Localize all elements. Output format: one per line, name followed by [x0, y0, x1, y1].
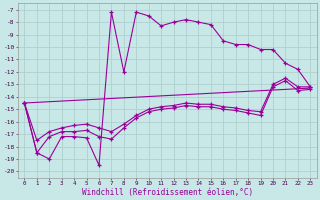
X-axis label: Windchill (Refroidissement éolien,°C): Windchill (Refroidissement éolien,°C) [82, 188, 253, 197]
